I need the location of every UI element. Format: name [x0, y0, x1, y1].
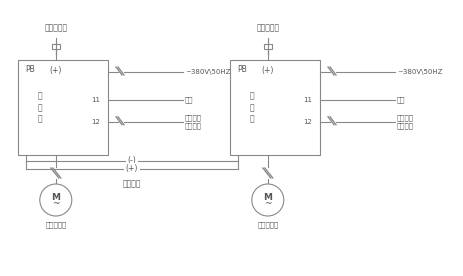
Text: 抱闸电动机: 抱闸电动机 — [45, 221, 66, 228]
Text: 抱闸电磁铁: 抱闸电磁铁 — [256, 23, 279, 32]
Text: 次中开关: 次中开关 — [397, 115, 414, 121]
Text: 抱闸电动机: 抱闸电动机 — [257, 221, 278, 228]
Text: 11: 11 — [304, 97, 313, 103]
Text: (-): (-) — [128, 156, 137, 166]
Bar — [52, 44, 60, 49]
Circle shape — [252, 184, 284, 216]
Bar — [264, 44, 272, 49]
Text: 次中开关: 次中开关 — [185, 115, 202, 121]
Text: PB: PB — [25, 65, 35, 75]
Text: 变
感
器: 变 感 器 — [250, 91, 254, 124]
Text: 11: 11 — [92, 97, 100, 103]
Bar — [18, 60, 108, 155]
Text: (+): (+) — [50, 65, 62, 75]
Text: 启动: 启动 — [397, 97, 406, 103]
Text: 启动: 启动 — [185, 97, 194, 103]
Text: 抱闸电磁铁: 抱闸电磁铁 — [44, 23, 67, 32]
Text: (+): (+) — [262, 65, 274, 75]
Text: 高速运行: 高速运行 — [185, 123, 202, 129]
Text: ~380V\50HZ: ~380V\50HZ — [185, 69, 231, 75]
Text: (+): (+) — [126, 164, 138, 174]
Circle shape — [40, 184, 72, 216]
Text: 12: 12 — [304, 119, 313, 125]
Text: ~: ~ — [52, 200, 60, 208]
Text: 变
感
器: 变 感 器 — [38, 91, 42, 124]
Text: ~380V\50HZ: ~380V\50HZ — [397, 69, 443, 75]
Text: M: M — [263, 192, 272, 201]
Text: 12: 12 — [92, 119, 100, 125]
Text: 直流电源: 直流电源 — [123, 179, 141, 188]
Text: ~: ~ — [264, 200, 272, 208]
Text: M: M — [51, 192, 60, 201]
Text: PB: PB — [237, 65, 247, 75]
Text: 高速运行: 高速运行 — [397, 123, 414, 129]
Bar — [230, 60, 320, 155]
